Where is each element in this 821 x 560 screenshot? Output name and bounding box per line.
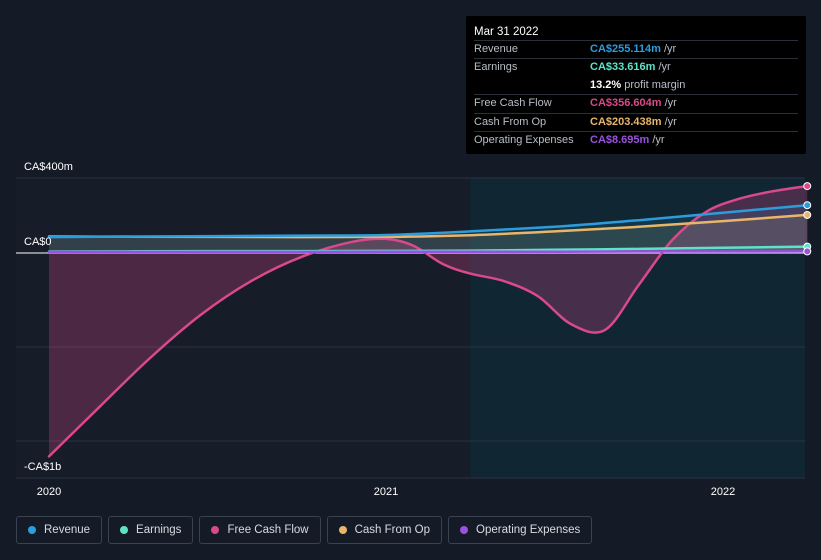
legend-label: Operating Expenses <box>476 524 581 536</box>
revenue-end-marker <box>803 201 812 210</box>
legend-dot-icon <box>338 526 347 534</box>
tooltip-row-value: CA$255.114m <box>590 43 661 55</box>
tooltip-row: Cash From Op CA$203.438m/yr <box>474 112 798 131</box>
tooltip-date: Mar 31 2022 <box>474 26 539 38</box>
tooltip-row-value: 13.2% <box>590 78 622 91</box>
legend-item-revenue[interactable]: Revenue <box>16 516 103 544</box>
legend-dot-icon <box>28 526 36 534</box>
tooltip-row: Operating Expenses CA$8.695m/yr <box>474 130 798 149</box>
x-tick-label: 2020 <box>37 486 61 498</box>
cash-from-op-end-marker <box>803 210 812 219</box>
chart-area: CA$400m CA$0 -CA$1b 2020 2021 2022 <box>16 161 812 498</box>
revenue-line <box>47 203 809 239</box>
tooltip-row-unit: profit margin <box>624 78 686 91</box>
revenue-area <box>49 205 808 253</box>
tooltip-row-unit: /yr <box>664 115 677 128</box>
free-cash-flow-line <box>47 184 809 458</box>
tooltip-row: Earnings CA$33.616m/yr <box>474 58 798 76</box>
tooltip-row-unit: /yr <box>663 43 677 55</box>
cash-from-op-area <box>49 214 808 253</box>
tooltip-row: Free Cash Flow CA$356.604m/yr <box>474 94 798 112</box>
y-tick-label: CA$0 <box>24 236 52 248</box>
legend-item-earnings[interactable]: Earnings <box>108 516 194 544</box>
tooltip-row-label <box>474 77 590 94</box>
x-axis-tick-labels: 2020 2021 2022 <box>37 486 735 498</box>
legend-dot-icon <box>120 526 129 534</box>
tooltip-rows: Revenue CA$255.114m/yr Earnings CA$33.616m /… <box>474 40 798 149</box>
tooltip-row-label: Revenue <box>474 43 519 55</box>
y-tick-label: CA$400m <box>24 161 73 173</box>
operating-expenses-line <box>47 250 809 254</box>
chart-legend: Revenue Earnings Free Cash Flow Cash From O… <box>16 516 593 546</box>
free-cash-flow-end-marker <box>803 182 812 191</box>
tooltip-row-unit: /yr <box>658 61 671 74</box>
tooltip-row-label: Cash From Op <box>474 115 547 128</box>
tooltip-row-unit: /yr <box>652 133 665 146</box>
legend-label: Free Cash Flow <box>227 524 309 536</box>
legend-label: Earnings <box>136 524 182 536</box>
legend-label: Cash From Op <box>354 524 431 536</box>
legend-dot-icon <box>460 526 469 534</box>
tooltip-row-unit: /yr <box>664 97 677 110</box>
tooltip-row: Revenue CA$255.114m/yr <box>474 40 798 58</box>
series-lines <box>47 184 809 458</box>
tooltip-row-value: CA$33.616m <box>590 61 656 74</box>
data-tooltip: Mar 31 2022 Revenue CA$255.114m/yr Earning… <box>466 16 806 154</box>
tooltip-row-label: Earnings <box>474 61 518 74</box>
tooltip-row-label: Operating Expenses <box>474 133 574 146</box>
tooltip-row-value: CA$8.695m <box>590 133 650 146</box>
series-end-markers <box>803 182 812 256</box>
legend-item-free-cash-flow[interactable]: Free Cash Flow <box>199 516 321 544</box>
x-tick-label: 2021 <box>374 486 398 498</box>
tooltip-row: 13.2% profit margin <box>474 77 798 94</box>
legend-dot-icon <box>211 526 220 534</box>
legend-item-cash-from-op[interactable]: Cash From Op <box>326 516 443 544</box>
tooltip-row-value: CA$203.438m <box>590 115 662 128</box>
x-tick-label: 2022 <box>711 486 735 498</box>
legend-item-operating-expenses[interactable]: Operating Expenses <box>448 516 593 544</box>
y-axis-tick-labels: CA$400m CA$0 -CA$1b <box>24 161 73 473</box>
tooltip-row-value: CA$356.604m <box>590 97 662 110</box>
free-cash-flow-area <box>49 186 808 457</box>
grid-lines <box>16 177 805 479</box>
tooltip-row-label: Free Cash Flow <box>474 97 552 110</box>
legend-label: Revenue <box>44 524 91 536</box>
operating-expenses-end-marker <box>803 247 812 256</box>
y-tick-label: -CA$1b <box>24 461 61 473</box>
